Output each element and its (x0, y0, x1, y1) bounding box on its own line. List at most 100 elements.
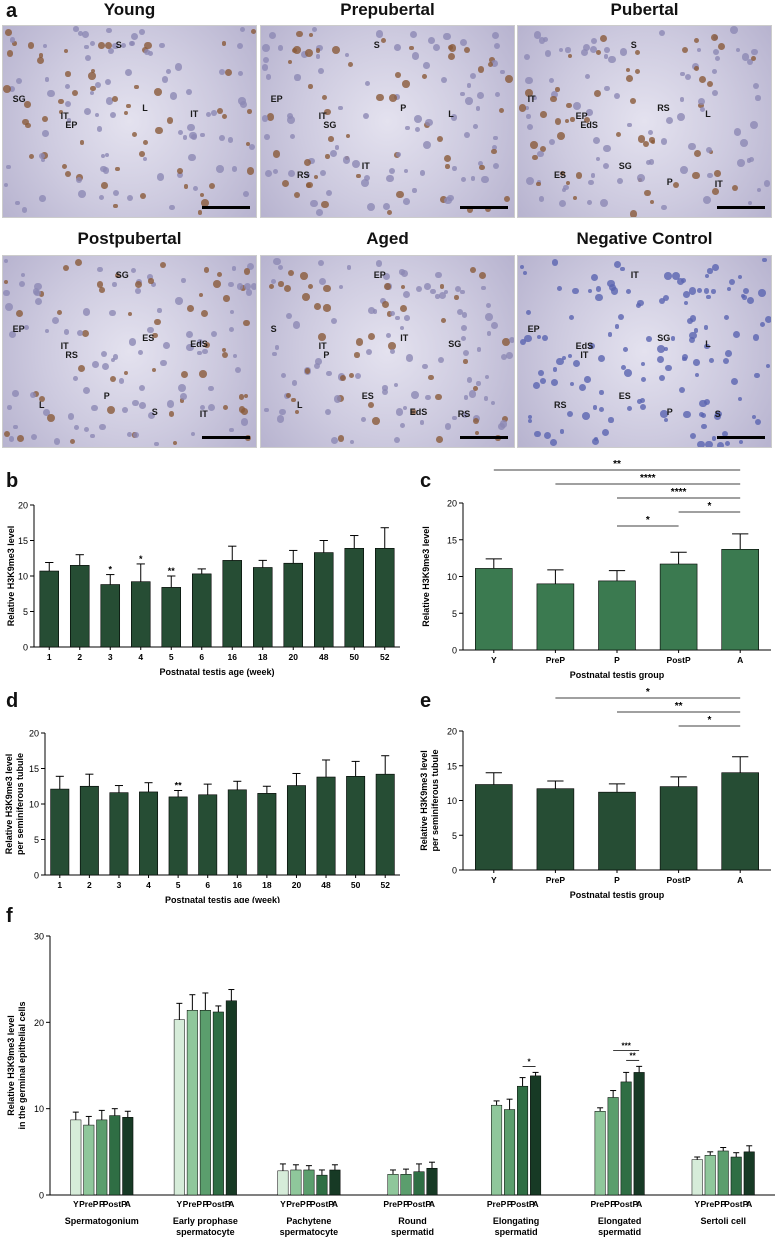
y-tick-label: 20 (18, 501, 28, 511)
x-tick-label: P (610, 1199, 616, 1209)
x-tick-label: PreP (701, 1199, 721, 1209)
group-label: Elongated (598, 1216, 642, 1226)
x-tick-label: 5 (176, 880, 181, 890)
x-tick-label: 52 (380, 652, 390, 662)
bar (721, 772, 759, 871)
micrograph-label: IT (60, 340, 69, 351)
bar (659, 786, 698, 871)
micrograph-label: EdS (580, 119, 598, 130)
bar (290, 1169, 302, 1196)
x-tick-label: PreP (383, 1199, 403, 1209)
micrograph-image: S IT EP EdS RS L ES SG P IT (517, 25, 772, 218)
bar (225, 1000, 237, 1196)
micrograph-label: IT (318, 110, 327, 121)
bar (50, 788, 70, 876)
bar (413, 1171, 425, 1196)
panel-letter-d: d (6, 690, 19, 712)
bar (704, 1155, 716, 1196)
x-tick-label: PostP (614, 1199, 638, 1209)
group-label: spermatid (598, 1227, 641, 1237)
panel-letter-e: e (420, 690, 432, 712)
micrograph-label: SG (618, 161, 632, 171)
y-tick-label: 5 (452, 609, 457, 619)
bar (100, 584, 121, 648)
x-tick-label: 20 (292, 880, 302, 890)
micrograph-label: EdS (575, 340, 594, 351)
x-tick-label: PreP (487, 1199, 507, 1209)
y-tick-label: 0 (23, 643, 28, 653)
chart-d: 0 5 10 15 20 1 2 3 4 5 ** 6 16 18 20 48 50 52 Postnatal te… (4, 729, 400, 903)
group-label: Early prophase (173, 1216, 238, 1226)
micrograph-label: L (297, 400, 303, 410)
bar (303, 1169, 315, 1196)
micrograph-label: RS (65, 349, 78, 360)
micrograph-label: L (39, 400, 45, 410)
bar (374, 548, 395, 648)
bar (199, 1009, 211, 1196)
group-label: spermatocyte (280, 1227, 339, 1237)
x-tick-label: PreP (286, 1199, 306, 1209)
y-axis-label: Relative H3K9me3 level (4, 754, 14, 855)
x-tick-label: 6 (205, 880, 210, 890)
x-tick-label: PreP (546, 655, 566, 665)
bar (79, 785, 99, 876)
micrograph-label: EP (12, 324, 25, 335)
x-tick-label: Y (73, 1199, 79, 1209)
x-tick-label: 2 (77, 652, 82, 662)
x-tick-label: A (636, 1199, 642, 1209)
micrograph-label: L (448, 108, 454, 119)
y-tick-label: 10 (34, 1104, 44, 1114)
bar (286, 785, 306, 876)
micrograph-label: IT (400, 333, 409, 344)
micrograph-label: SG (115, 270, 129, 281)
x-tick-label: 20 (289, 652, 299, 662)
micrograph-label: P (400, 103, 407, 114)
bar (375, 773, 395, 876)
y-tick-label: 20 (447, 727, 457, 737)
x-tick-label: PreP (79, 1199, 99, 1209)
micrograph-label: S (270, 324, 277, 335)
significance-label: ** (675, 701, 683, 712)
y-tick-label: 5 (23, 607, 28, 617)
bar (598, 580, 636, 651)
bar (475, 568, 513, 651)
y-tick-label: 30 (34, 932, 44, 942)
bar (109, 792, 129, 876)
x-tick-label: A (332, 1199, 338, 1209)
bar (633, 1072, 645, 1196)
panel-letter-b: b (6, 470, 19, 492)
x-tick-label: 3 (108, 652, 113, 662)
significance-label: **** (671, 487, 687, 498)
bar (346, 776, 366, 876)
y-axis-label: Relative H3K9me3 level (421, 526, 431, 627)
scale-bar (460, 436, 508, 439)
group-label: Elongating (493, 1216, 540, 1226)
x-tick-label: 18 (262, 880, 272, 890)
x-tick-label: P (614, 875, 620, 885)
significance-label: * (108, 565, 112, 575)
micrograph-label: S (630, 40, 637, 51)
bar (607, 1097, 619, 1196)
y-tick-label: 0 (39, 1191, 44, 1201)
micrograph-label: RS (457, 409, 471, 419)
bar (277, 1170, 289, 1196)
micrograph-label: SG (12, 94, 26, 105)
y-tick-label: 15 (18, 536, 28, 546)
x-tick-label: P (614, 655, 620, 665)
y-tick-label: 0 (34, 871, 39, 881)
bar (721, 549, 759, 651)
bar (173, 1019, 185, 1196)
micrograph-label: IT (199, 409, 208, 419)
bar (96, 1119, 108, 1196)
x-tick-label: PostP (310, 1199, 334, 1209)
micrograph-label: P (666, 177, 673, 188)
group-label: spermatid (495, 1227, 538, 1237)
bar (130, 581, 151, 648)
bar (168, 796, 188, 876)
micrograph-label: EdS (409, 407, 428, 418)
bar (691, 1159, 703, 1196)
x-tick-label: P (507, 1199, 513, 1209)
micrograph-label: EP (65, 119, 78, 130)
